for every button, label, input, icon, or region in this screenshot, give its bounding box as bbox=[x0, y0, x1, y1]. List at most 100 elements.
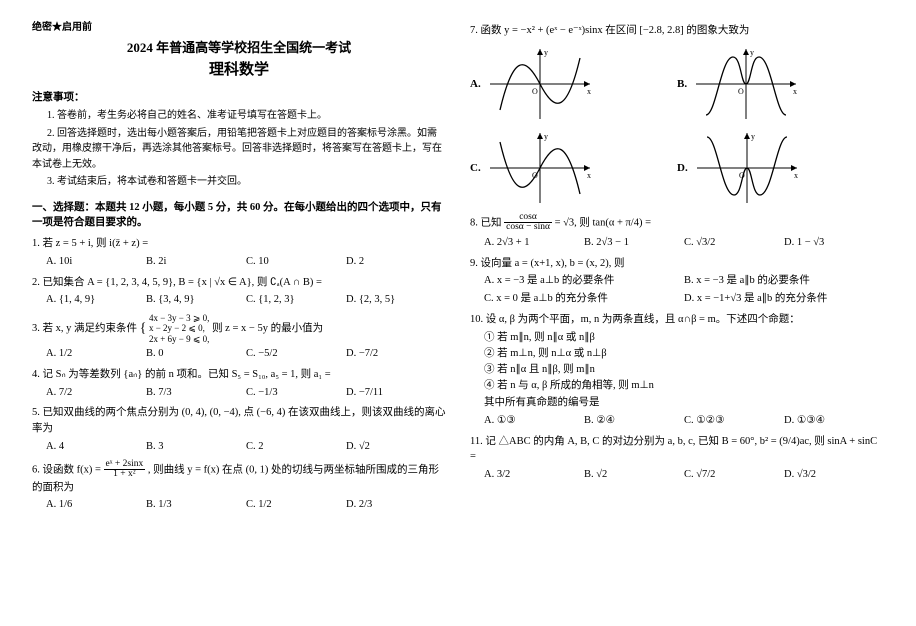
svg-text:x: x bbox=[794, 171, 798, 180]
q5-opt-a: A. 4 bbox=[46, 439, 146, 455]
q8-opt-b: B. 2√3 − 1 bbox=[584, 235, 684, 251]
q4-opt-d: D. −7/11 bbox=[346, 385, 446, 401]
q1-options: A. 10i B. 2i C. 10 D. 2 bbox=[32, 254, 446, 270]
q11-opt-b: B. √2 bbox=[584, 467, 684, 483]
q3-c1: 4x − 3y − 3 ⩾ 0, bbox=[149, 313, 209, 323]
q4-opt-a: A. 7/2 bbox=[46, 385, 146, 401]
q11-stem: 11. 记 △ABC 的内角 A, B, C 的对边分别为 a, b, c, 已… bbox=[470, 434, 884, 466]
notice-2: 2. 回答选择题时，选出每小题答案后，用铅笔把答题卡上对应题目的答案标号涂黑。如… bbox=[32, 126, 446, 173]
graph-b-svg: x y O bbox=[691, 45, 801, 123]
q6-stem-a: 6. 设函数 f(x) = bbox=[32, 464, 101, 475]
question-10: 10. 设 α, β 为两个平面，m, n 为两条直线，且 α∩β = m。下述… bbox=[470, 312, 884, 429]
q1-opt-d: D. 2 bbox=[346, 254, 446, 270]
q6-frac-d: 1 + x² bbox=[104, 470, 146, 480]
question-6: 6. 设函数 f(x) = eˣ + 2sinx 1 + x² , 则曲线 y … bbox=[32, 460, 446, 514]
svg-text:O: O bbox=[532, 87, 538, 96]
left-column: 绝密★启用前 2024 年普通高等学校招生全国统一考试 理科数学 注意事项： 1… bbox=[20, 18, 458, 608]
svg-text:x: x bbox=[793, 87, 797, 96]
q6-options: A. 1/6 B. 1/3 C. 1/2 D. 2/3 bbox=[32, 497, 446, 513]
q2-opt-b: B. {3, 4, 9} bbox=[146, 292, 246, 308]
q7-label-d: D. bbox=[677, 160, 688, 177]
q7-stem: 7. 函数 y = −x² + (eˣ − e⁻ˣ)sinx 在区间 [−2.8… bbox=[470, 23, 884, 39]
q11-opt-c: C. √7/2 bbox=[684, 467, 784, 483]
q7-row-1: A. x y O B. bbox=[470, 45, 884, 123]
question-11: 11. 记 △ABC 的内角 A, B, C 的对边分别为 a, b, c, 已… bbox=[470, 434, 884, 483]
notice-3: 3. 考试结束后，将本试卷和答题卡一并交回。 bbox=[32, 174, 446, 190]
q10-opt-c: C. ①②③ bbox=[684, 413, 784, 429]
q10-options: A. ①③ B. ②④ C. ①②③ D. ①③④ bbox=[470, 413, 884, 429]
question-3: 3. 若 x, y 满足约束条件 { 4x − 3y − 3 ⩾ 0, x − … bbox=[32, 313, 446, 362]
q10-opt-b: B. ②④ bbox=[584, 413, 684, 429]
q8-frac-d: cosα − sinα bbox=[504, 223, 552, 233]
svg-text:y: y bbox=[544, 132, 548, 141]
q9-opt-b: B. x = −3 是 a∥b 的必要条件 bbox=[684, 273, 884, 289]
q7-graph-a: A. x y O bbox=[470, 45, 677, 123]
q5-options: A. 4 B. 3 C. 2 D. √2 bbox=[32, 439, 446, 455]
q7-label-c: C. bbox=[470, 160, 481, 177]
q1-opt-a: A. 10i bbox=[46, 254, 146, 270]
q9-opt-d: D. x = −1+√3 是 a∥b 的充分条件 bbox=[684, 291, 884, 307]
svg-text:x: x bbox=[587, 87, 591, 96]
q1-stem: 1. 若 z = 5 + i, 则 i(z̄ + z) = bbox=[32, 236, 446, 252]
q9-stem: 9. 设向量 a = (x+1, x), b = (x, 2), 则 bbox=[470, 256, 884, 272]
q10-item-4: ④ 若 n 与 α, β 所成的角相等, 则 m⊥n bbox=[484, 378, 884, 394]
q3-opt-a: A. 1/2 bbox=[46, 346, 146, 362]
q3-stem-a: 3. 若 x, y 满足约束条件 bbox=[32, 323, 137, 334]
q8-stem: 8. 已知 cosα cosα − sinα = √3, 则 tan(α + π… bbox=[470, 213, 884, 233]
q6-fraction: eˣ + 2sinx 1 + x² bbox=[104, 460, 146, 480]
q4-opt-b: B. 7/3 bbox=[146, 385, 246, 401]
question-9: 9. 设向量 a = (x+1, x), b = (x, 2), 则 A. x … bbox=[470, 256, 884, 307]
question-5: 5. 已知双曲线的两个焦点分别为 (0, 4), (0, −4), 点 (−6,… bbox=[32, 405, 446, 454]
question-1: 1. 若 z = 5 + i, 则 i(z̄ + z) = A. 10i B. … bbox=[32, 236, 446, 270]
secret-label: 绝密★启用前 bbox=[32, 18, 446, 33]
q7-row-2: C. x y O D. bbox=[470, 129, 884, 207]
q2-stem: 2. 已知集合 A = {1, 2, 3, 4, 5, 9}, B = {x |… bbox=[32, 275, 446, 291]
brace-icon: { bbox=[140, 321, 147, 336]
svg-text:O: O bbox=[738, 87, 744, 96]
q8-options: A. 2√3 + 1 B. 2√3 − 1 C. √3/2 D. 1 − √3 bbox=[470, 235, 884, 251]
q3-stem: 3. 若 x, y 满足约束条件 { 4x − 3y − 3 ⩾ 0, x − … bbox=[32, 313, 446, 344]
svg-text:y: y bbox=[751, 132, 755, 141]
svg-text:x: x bbox=[587, 171, 591, 180]
exam-title: 2024 年普通高等学校招生全国统一考试 bbox=[32, 37, 446, 56]
q8-opt-d: D. 1 − √3 bbox=[784, 235, 884, 251]
q2-opt-a: A. {1, 4, 9} bbox=[46, 292, 146, 308]
q8-fraction: cosα cosα − sinα bbox=[504, 213, 552, 233]
q7-label-b: B. bbox=[677, 76, 687, 93]
graph-d-svg: x y O bbox=[692, 129, 802, 207]
q10-item-1: ① 若 m∥n, 则 n∥α 或 n∥β bbox=[484, 330, 884, 346]
q11-opt-d: D. √3/2 bbox=[784, 467, 884, 483]
q3-opt-c: C. −5/2 bbox=[246, 346, 346, 362]
q3-c3: 2x + 6y − 9 ⩽ 0, bbox=[149, 334, 209, 344]
q9-options: A. x = −3 是 a⊥b 的必要条件 B. x = −3 是 a∥b 的必… bbox=[470, 273, 884, 307]
q10-opt-a: A. ①③ bbox=[484, 413, 584, 429]
q8-opt-a: A. 2√3 + 1 bbox=[484, 235, 584, 251]
q10-tail: 其中所有真命题的编号是 bbox=[484, 395, 884, 411]
q5-opt-d: D. √2 bbox=[346, 439, 446, 455]
q7-label-a: A. bbox=[470, 76, 481, 93]
q5-opt-b: B. 3 bbox=[146, 439, 246, 455]
q1-opt-c: C. 10 bbox=[246, 254, 346, 270]
q3-options: A. 1/2 B. 0 C. −5/2 D. −7/2 bbox=[32, 346, 446, 362]
q6-opt-a: A. 1/6 bbox=[46, 497, 146, 513]
q10-item-3: ③ 若 n∥α 且 n∥β, 则 m∥n bbox=[484, 362, 884, 378]
q6-opt-c: C. 1/2 bbox=[246, 497, 346, 513]
q2-opt-c: C. {1, 2, 3} bbox=[246, 292, 346, 308]
q9-opt-c: C. x = 0 是 a⊥b 的充分条件 bbox=[484, 291, 684, 307]
q9-opt-a: A. x = −3 是 a⊥b 的必要条件 bbox=[484, 273, 684, 289]
q8-stem-a: 8. 已知 bbox=[470, 217, 504, 228]
right-column: 7. 函数 y = −x² + (eˣ − e⁻ˣ)sinx 在区间 [−2.8… bbox=[458, 18, 896, 608]
q4-stem: 4. 记 Sₙ 为等差数列 {aₙ} 的前 n 项和。已知 S₅ = S₁₀, … bbox=[32, 367, 446, 383]
q3-c2: x − 2y − 2 ⩽ 0, bbox=[149, 323, 205, 333]
notice-1: 1. 答卷前，考生务必将自己的姓名、准考证号填写在答题卡上。 bbox=[32, 108, 446, 124]
svg-text:y: y bbox=[750, 48, 754, 57]
q5-opt-c: C. 2 bbox=[246, 439, 346, 455]
q10-item-2: ② 若 m⊥n, 则 n⊥α 或 n⊥β bbox=[484, 346, 884, 362]
q11-options: A. 3/2 B. √2 C. √7/2 D. √3/2 bbox=[470, 467, 884, 483]
question-8: 8. 已知 cosα cosα − sinα = √3, 则 tan(α + π… bbox=[470, 213, 884, 251]
q6-opt-b: B. 1/3 bbox=[146, 497, 246, 513]
section-1-title: 一、选择题：本题共 12 小题，每小题 5 分，共 60 分。在每小题给出的四个… bbox=[32, 200, 446, 232]
question-2: 2. 已知集合 A = {1, 2, 3, 4, 5, 9}, B = {x |… bbox=[32, 275, 446, 309]
graph-a-svg: x y O bbox=[485, 45, 595, 123]
notice-head: 注意事项： bbox=[32, 89, 446, 104]
